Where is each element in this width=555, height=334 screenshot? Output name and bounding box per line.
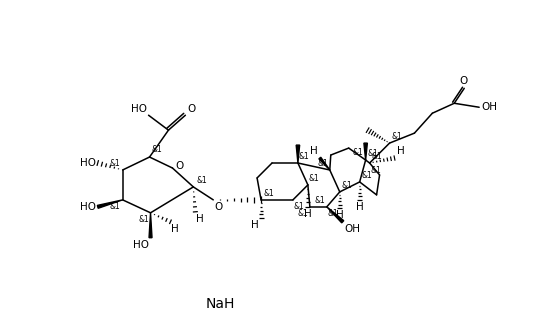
Text: &1: &1	[328, 209, 339, 218]
Text: &1: &1	[372, 152, 382, 161]
Text: &1: &1	[110, 159, 120, 168]
Text: HO: HO	[80, 202, 96, 212]
Text: &1: &1	[309, 174, 320, 183]
Text: &1: &1	[263, 189, 274, 198]
Text: HO: HO	[133, 240, 149, 250]
Text: H: H	[304, 209, 312, 219]
Polygon shape	[327, 207, 344, 223]
Text: HO: HO	[130, 104, 147, 114]
Text: &1: &1	[294, 202, 305, 211]
Text: OH: OH	[345, 224, 361, 234]
Text: H: H	[310, 146, 318, 156]
Text: HO: HO	[80, 158, 96, 168]
Text: &1: &1	[196, 176, 207, 185]
Polygon shape	[296, 145, 300, 163]
Text: &1: &1	[391, 132, 402, 141]
Text: &1: &1	[110, 202, 120, 211]
Text: O: O	[214, 202, 223, 212]
Text: O: O	[175, 161, 184, 171]
Text: &1: &1	[139, 215, 149, 224]
Text: &1: &1	[152, 145, 162, 154]
Text: &1: &1	[297, 209, 308, 218]
Polygon shape	[364, 143, 367, 160]
Text: H: H	[171, 224, 179, 234]
Text: O: O	[459, 76, 467, 86]
Text: H: H	[336, 210, 344, 220]
Text: &1: &1	[317, 159, 328, 168]
Text: NaH: NaH	[205, 297, 235, 311]
Text: &1: &1	[362, 171, 372, 180]
Text: H: H	[196, 214, 204, 224]
Polygon shape	[149, 213, 152, 238]
Text: H: H	[396, 146, 404, 156]
Text: H: H	[251, 220, 259, 230]
Polygon shape	[319, 157, 330, 170]
Text: &1: &1	[342, 181, 352, 190]
Polygon shape	[97, 200, 123, 208]
Text: O: O	[188, 104, 195, 114]
Text: &1: &1	[371, 166, 381, 175]
Text: OH: OH	[481, 102, 497, 112]
Text: H: H	[356, 202, 364, 212]
Text: &1: &1	[299, 152, 310, 161]
Text: &1: &1	[314, 196, 325, 205]
Text: &1: &1	[353, 148, 364, 157]
Text: &1: &1	[367, 149, 379, 158]
